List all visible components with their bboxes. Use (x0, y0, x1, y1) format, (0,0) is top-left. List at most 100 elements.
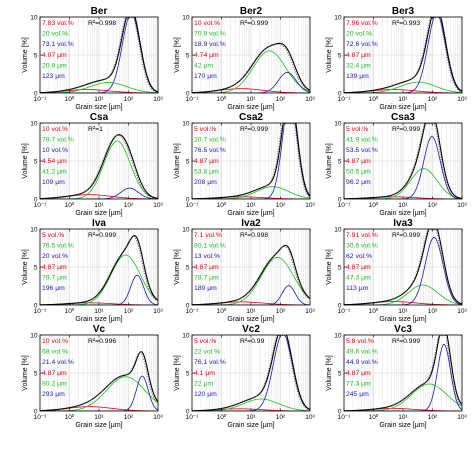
x-tick-label: 10³ (305, 308, 315, 315)
x-tick-label: 10¹ (398, 308, 408, 315)
y-axis-label: Volume [%] (174, 143, 181, 178)
y-axis-label: Volume [%] (326, 355, 333, 390)
r-squared-label: R²=0.999 (240, 20, 268, 27)
panel-vc: 10⁻¹ 10⁰ 10¹ 10² 10³ 0 5 10 Grain size [μm] Volum… (22, 324, 164, 429)
annotation-fine-size: 4.87 μm (346, 264, 371, 271)
annotation-fine-size: 4.87 μm (346, 370, 371, 377)
annotation-coarse-vol: 20 vol.% (42, 253, 68, 260)
annotation-medium-vol: 22 vol.% (194, 349, 220, 356)
annotation-coarse-size: 208 μm (194, 179, 217, 186)
y-axis-label: Volume [%] (326, 37, 333, 72)
annotation-fine-vol: 7.1 vol.% (194, 232, 222, 239)
fitted-total-line (192, 123, 310, 199)
panel-title: Csa2 (239, 112, 263, 123)
x-axis-label: Grain size [μm] (227, 210, 274, 217)
y-tick-label: 5 (186, 264, 190, 271)
annotation-coarse-vol: 76.1 vol.% (194, 359, 226, 366)
y-tick-label: 0 (338, 302, 342, 309)
x-tick-label: 10² (124, 202, 134, 209)
x-tick-label: 10² (428, 96, 438, 103)
annotation-fine-vol: 7.91 vol.% (346, 232, 378, 239)
fitted-total-line (192, 244, 310, 305)
annotation-medium-vol: 49.6 vol.% (346, 349, 378, 356)
coarse-component-line (192, 285, 310, 305)
x-tick-label: 10⁰ (217, 307, 227, 315)
annotation-fine-size: 4.87 μm (42, 370, 67, 377)
x-tick-label: 10⁻¹ (34, 308, 48, 315)
y-tick-label: 0 (186, 90, 190, 97)
y-tick-label: 5 (34, 370, 38, 377)
y-tick-label: 0 (34, 302, 38, 309)
x-tick-label: 10¹ (398, 96, 408, 103)
coarse-component-line (192, 72, 310, 93)
x-axis-label: Grain size [μm] (379, 316, 426, 323)
x-axis-label: Grain size [μm] (379, 210, 426, 217)
x-tick-label: 10⁻¹ (34, 414, 48, 421)
x-tick-label: 10³ (457, 308, 467, 315)
annotation-coarse-vol: 13 vol.% (194, 253, 220, 260)
annotation-coarse-vol: 76.5 vol.% (194, 147, 226, 154)
x-tick-label: 10¹ (246, 96, 256, 103)
y-axis-label: Volume [%] (22, 355, 29, 390)
medium-component-line (344, 168, 462, 199)
measured-distribution-line (192, 43, 310, 93)
measured-distribution-line (195, 335, 309, 411)
y-tick-label: 10 (30, 120, 38, 127)
x-tick-label: 10¹ (246, 308, 256, 315)
y-tick-label: 10 (30, 332, 38, 339)
fitted-total-line (192, 42, 310, 93)
annotation-coarse-size: 120 μm (194, 391, 217, 398)
y-tick-label: 10 (30, 226, 38, 233)
annotation-coarse-vol: 73.1 vol.% (42, 41, 74, 48)
x-tick-label: 10³ (153, 202, 163, 209)
y-tick-label: 5 (338, 370, 342, 377)
annotation-fine-size: 4.87 μm (346, 52, 371, 59)
y-tick-label: 10 (334, 120, 342, 127)
y-axis-label: Volume [%] (174, 249, 181, 284)
fitted-total-line (40, 17, 158, 93)
annotation-coarse-vol: 62 vol.% (346, 253, 372, 260)
x-tick-label: 10⁻¹ (34, 202, 48, 209)
annotation-fine-size: 4.54 μm (42, 158, 67, 165)
x-tick-label: 10² (276, 96, 286, 103)
x-tick-label: 10² (276, 202, 286, 209)
y-tick-label: 0 (34, 196, 38, 203)
x-tick-label: 10³ (457, 202, 467, 209)
measured-distribution-line (194, 245, 310, 305)
annotation-coarse-size: 245 μm (346, 391, 369, 398)
y-tick-label: 10 (334, 226, 342, 233)
panel-ber: 10⁻¹ 10⁰ 10¹ 10² 10³ 0 5 10 Grain size [μm] Volum… (22, 6, 164, 111)
panel-title: Vc (93, 324, 106, 335)
annotation-medium-vol: 20.7 vol.% (194, 137, 226, 144)
x-tick-label: 10⁰ (217, 95, 227, 103)
annotation-coarse-size: 170 μm (194, 73, 217, 80)
x-tick-label: 10⁻¹ (338, 414, 352, 421)
panel-iva3: 10⁻¹ 10⁰ 10¹ 10² 10³ 0 5 10 Grain size [μm] Volum… (326, 218, 468, 323)
y-tick-label: 0 (186, 302, 190, 309)
annotation-medium-size: 47.3 μm (346, 274, 371, 281)
r-squared-label: R²=0.999 (240, 126, 268, 133)
r-squared-label: R²=0.998 (240, 232, 268, 239)
panel-csa3: 10⁻¹ 10⁰ 10¹ 10² 10³ 0 5 10 Grain size [μm] Volum… (326, 112, 468, 217)
annotation-coarse-size: 189 μm (194, 285, 217, 292)
x-tick-label: 10⁰ (65, 307, 75, 315)
y-tick-label: 10 (334, 332, 342, 339)
annotation-medium-vol: 30.6 vol.% (346, 243, 378, 250)
x-tick-label: 10¹ (246, 414, 256, 421)
y-axis-label: Volume [%] (174, 355, 181, 390)
x-tick-label: 10² (124, 414, 134, 421)
x-tick-label: 10⁻¹ (338, 202, 352, 209)
annotation-fine-vol: 5 vol.% (194, 126, 216, 133)
x-tick-label: 10² (428, 202, 438, 209)
annotation-medium-size: 79.7 μm (42, 274, 67, 281)
x-axis-label: Grain size [μm] (227, 104, 274, 111)
panel-title: Iva3 (393, 218, 413, 229)
x-tick-label: 10³ (153, 414, 163, 421)
y-tick-label: 5 (34, 158, 38, 165)
x-tick-label: 10² (124, 308, 134, 315)
x-tick-label: 10⁰ (369, 413, 379, 421)
annotation-fine-vol: 5 vol.% (42, 232, 64, 239)
annotation-medium-size: 78.7 μm (194, 274, 219, 281)
annotation-coarse-size: 109 μm (42, 179, 65, 186)
x-axis-label: Grain size [μm] (227, 422, 274, 429)
